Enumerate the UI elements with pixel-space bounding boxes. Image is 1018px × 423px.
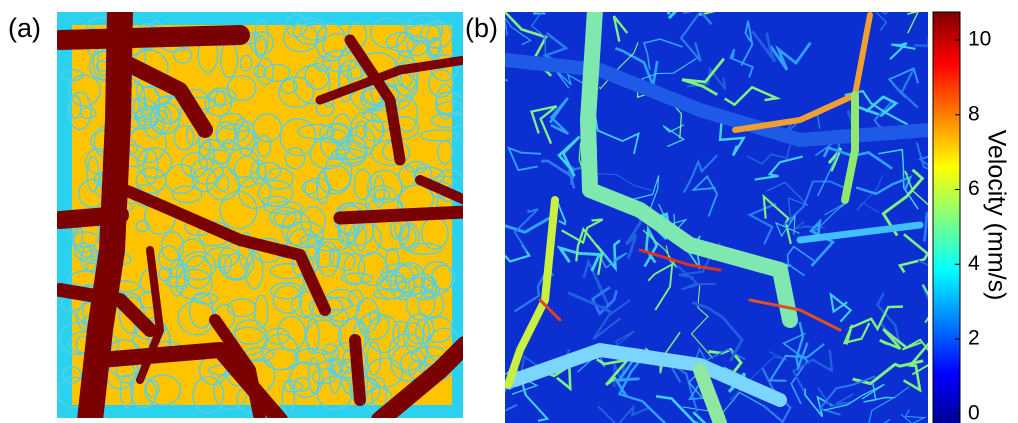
figure: (a) (b): [0, 0, 1018, 423]
colorbar-label: Velocity (mm/s): [982, 130, 1010, 301]
tick-label: 10: [968, 28, 991, 51]
colorbar-fill: [933, 12, 960, 423]
tick-label: 8: [968, 102, 980, 125]
tick-label: 0: [968, 401, 980, 423]
tick-label: 4: [968, 252, 980, 275]
panel-label: (a): [8, 13, 41, 43]
tick-label: 6: [968, 177, 980, 200]
tick-label: 2: [968, 327, 980, 350]
panel-b-image: [455, 0, 954, 423]
panel-a-image: [57, 10, 466, 420]
panel-label: (b): [465, 13, 498, 43]
